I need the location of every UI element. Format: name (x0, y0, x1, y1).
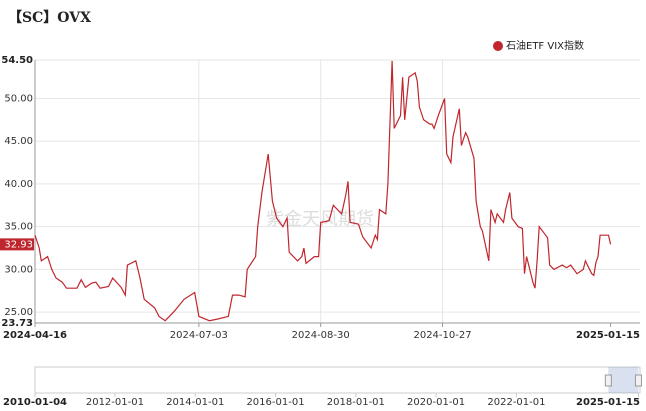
last-value-box (0, 238, 34, 251)
y-tick-label: 45.00 (4, 136, 33, 147)
x-tick-label: 2024-10-27 (413, 330, 471, 341)
navigator-frame (34, 366, 641, 394)
x-tick-label: 2024-08-30 (292, 330, 350, 341)
x-tick-label: 2024-07-03 (170, 330, 228, 341)
y-tick-label: 23.73 (1, 318, 33, 329)
navigator-label: 2022-01-01 (487, 397, 545, 408)
y-tick-label: 40.00 (4, 179, 33, 190)
navigator-selection (608, 367, 639, 393)
legend-marker (493, 41, 503, 51)
navigator-label: 2012-01-01 (86, 397, 144, 408)
y-tick-label: 30.00 (4, 264, 33, 275)
navigator-handle (604, 374, 612, 387)
navigator-label: 2014-01-01 (166, 397, 224, 408)
x-tick-label: 2025-01-15 (576, 330, 640, 341)
navigator-label: 2010-01-04 (3, 397, 67, 408)
y-tick-label: 35.00 (4, 222, 33, 233)
y-tick-label: 54.50 (1, 55, 33, 66)
navigator-label: 2020-01-01 (407, 397, 465, 408)
last-value-label: 32.93 (4, 239, 33, 250)
x-tick-label: 2024-04-16 (3, 330, 67, 341)
chart-title: 【SC】OVX (8, 10, 91, 26)
navigator-label: 2018-01-01 (327, 397, 385, 408)
watermark: 紫金天风期货 (266, 209, 374, 230)
series-line (34, 60, 612, 322)
navigator-handle (634, 374, 642, 387)
y-tick-label: 50.00 (4, 93, 33, 104)
y-tick-label: 25.00 (4, 307, 33, 318)
navigator-label: 2025-01-15 (576, 397, 640, 408)
navigator-label: 2016-01-01 (246, 397, 304, 408)
legend-label: 石油ETF VIX指数 (506, 39, 584, 52)
